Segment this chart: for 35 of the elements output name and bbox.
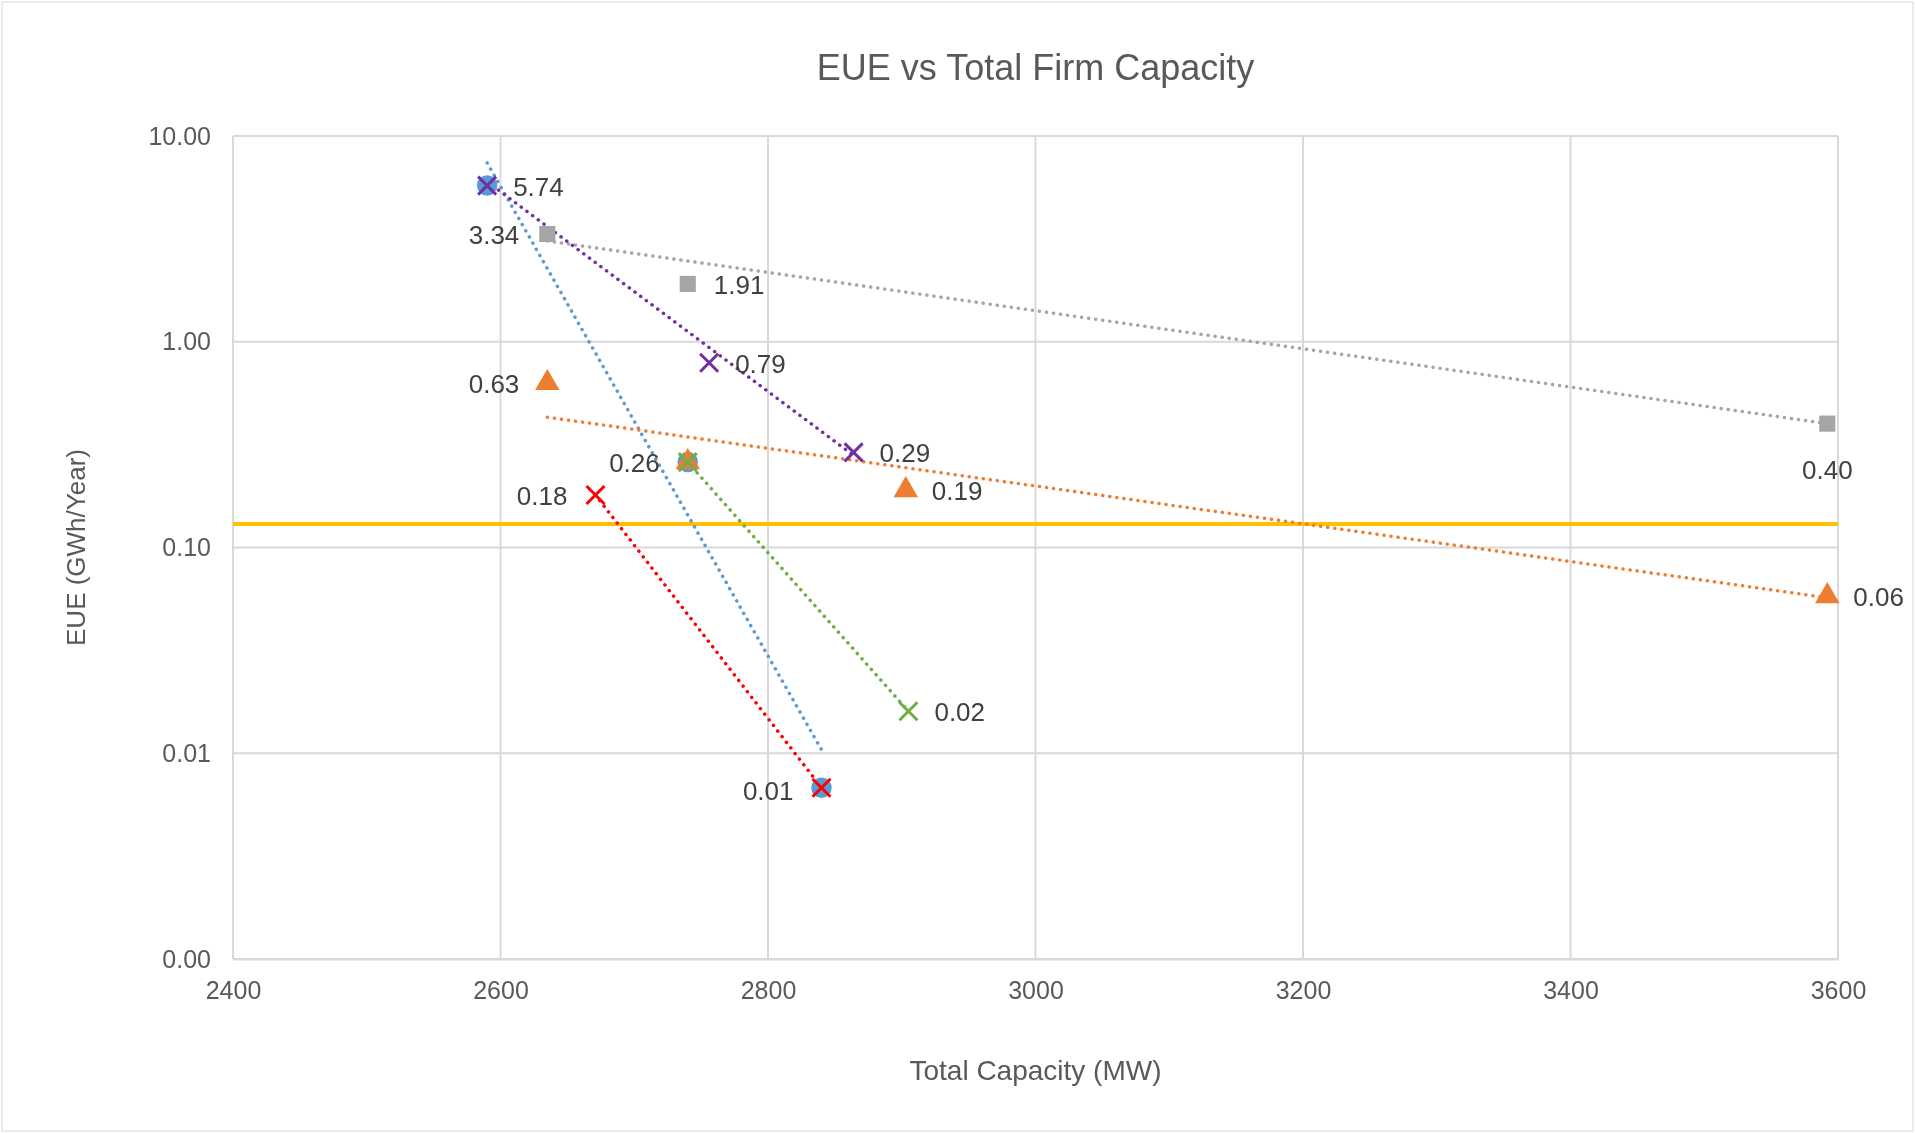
- point: [1819, 415, 1836, 432]
- point: [843, 441, 865, 463]
- x-axis-title: Total Capacity (MW): [909, 1055, 1162, 1086]
- data-label: 0.19: [931, 476, 983, 507]
- data-label: 0.18: [516, 480, 568, 511]
- x-tick-label: 3600: [1810, 975, 1867, 1004]
- data-label: 0.02: [934, 697, 986, 728]
- y-tick-label: 10.00: [148, 121, 211, 150]
- data-label: 5.74: [513, 171, 564, 202]
- point: [584, 484, 606, 506]
- data-label: 0.63: [468, 369, 520, 400]
- point: [698, 352, 720, 374]
- point: [897, 700, 919, 722]
- x-tick-label: 2400: [205, 975, 262, 1004]
- data-label: 3.34: [468, 219, 520, 250]
- point: [679, 275, 696, 292]
- x-tick-label: 2800: [740, 975, 797, 1004]
- data-label: 0.40: [1802, 454, 1853, 485]
- x-tick-label: 3400: [1543, 975, 1599, 1004]
- data-label: 0.29: [879, 438, 931, 469]
- x-tick-label: 3200: [1275, 975, 1332, 1004]
- data-label: 1.91: [713, 269, 765, 300]
- y-axis-title: EUE (GWh/Year): [61, 449, 91, 646]
- y-tick-label: 0.01: [162, 738, 211, 767]
- y-tick-label: 1.00: [162, 327, 211, 356]
- x-tick-label: 2600: [473, 975, 529, 1004]
- point: [539, 225, 556, 243]
- data-label: 0.01: [742, 775, 794, 806]
- data-label: 0.06: [1853, 582, 1904, 613]
- data-label: 0.26: [609, 448, 660, 479]
- data-label: 0.79: [735, 348, 786, 379]
- x-tick-label: 3000: [1008, 975, 1064, 1004]
- chart-title: EUE vs Total Firm Capacity: [816, 47, 1255, 88]
- y-tick-label: 0.00: [162, 944, 211, 973]
- y-tick-label: 0.10: [162, 533, 211, 561]
